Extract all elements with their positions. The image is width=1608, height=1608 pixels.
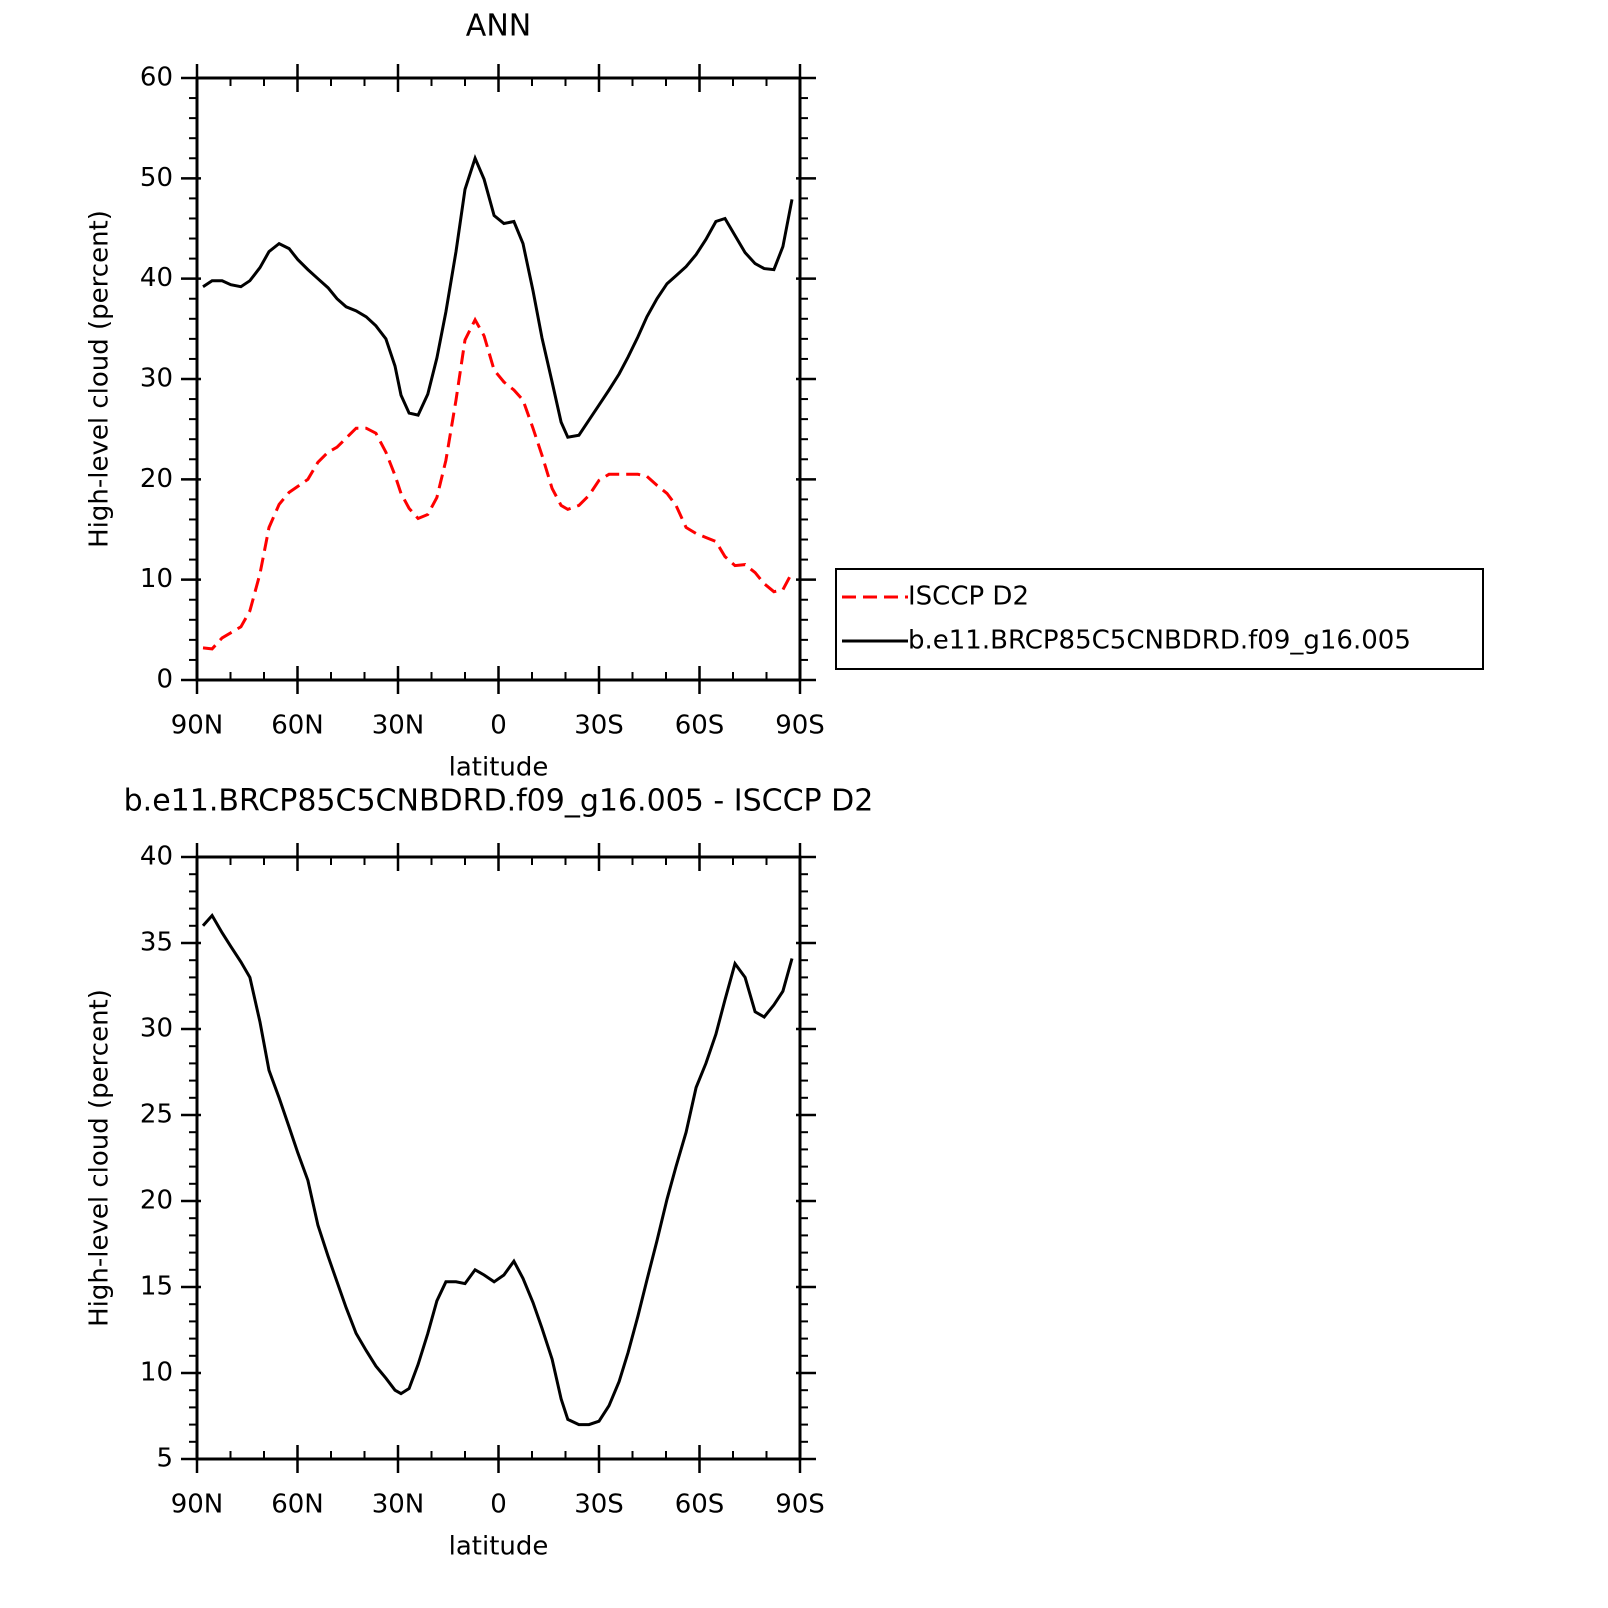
x-tick-label: 60S [675, 711, 725, 741]
y-tick-label: 30 [140, 1014, 173, 1044]
y-tick-label: 20 [140, 1186, 173, 1216]
x-tick-label: 60S [675, 1490, 725, 1520]
x-tick-label: 60N [271, 711, 324, 741]
y-tick-label: 50 [140, 163, 173, 193]
x-tick-label: 30N [372, 1490, 425, 1520]
series-line [202, 154, 794, 439]
legend-label: b.e11.BRCP85C5CNBDRD.f09_g16.005 [908, 626, 1411, 656]
x-tick-label: 90S [775, 711, 825, 741]
series-line [202, 316, 794, 651]
plot-frame [195, 76, 802, 682]
y-axis-label: High-level cloud (percent) [85, 989, 115, 1327]
y-tick-label: 35 [140, 928, 173, 958]
x-tick-label: 90N [171, 711, 224, 741]
y-tick-label: 10 [140, 564, 173, 594]
x-axis-label: latitude [449, 1532, 549, 1562]
x-tick-label: 0 [490, 711, 507, 741]
y-tick-label: 0 [156, 665, 173, 695]
series-line [201, 912, 794, 1427]
y-tick-label: 15 [140, 1272, 173, 1302]
legend-label: ISCCP D2 [908, 582, 1029, 612]
chart-title: ANN [466, 9, 531, 44]
chart-title: b.e11.BRCP85C5CNBDRD.f09_g16.005 - ISCCP… [124, 784, 874, 819]
y-tick-label: 60 [140, 63, 173, 93]
y-tick-label: 10 [140, 1358, 173, 1388]
y-tick-label: 25 [140, 1100, 173, 1130]
x-tick-label: 60N [271, 1490, 324, 1520]
x-tick-label: 30S [574, 1490, 624, 1520]
x-axis-label: latitude [449, 753, 549, 783]
x-tick-label: 30S [574, 711, 624, 741]
x-tick-label: 30N [372, 711, 425, 741]
x-tick-label: 0 [490, 1490, 507, 1520]
y-axis-label: High-level cloud (percent) [85, 210, 115, 548]
y-tick-label: 40 [140, 842, 173, 872]
plot-frame [195, 855, 802, 1461]
x-tick-label: 90N [171, 1490, 224, 1520]
y-tick-label: 40 [140, 263, 173, 293]
y-tick-label: 20 [140, 464, 173, 494]
legend-box [835, 568, 1484, 670]
y-tick-label: 30 [140, 364, 173, 394]
x-tick-label: 90S [775, 1490, 825, 1520]
y-tick-label: 5 [156, 1444, 173, 1474]
